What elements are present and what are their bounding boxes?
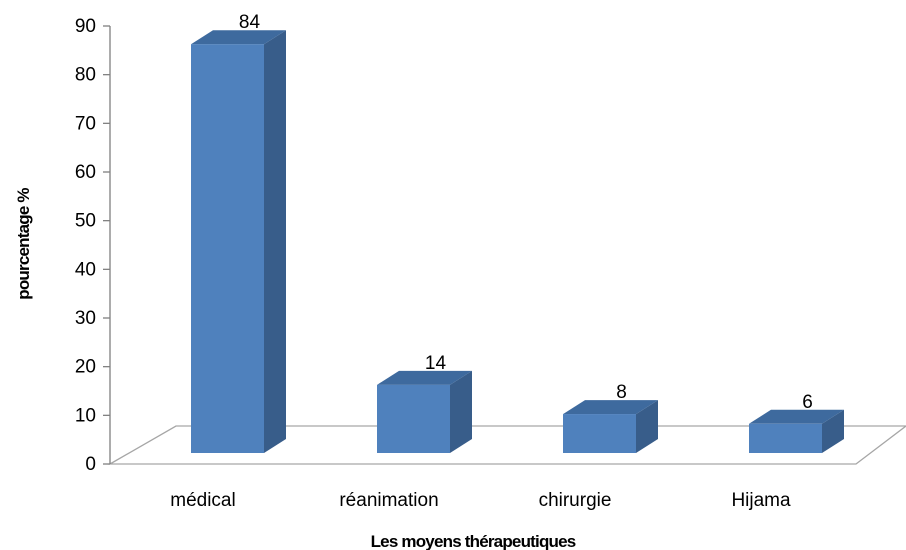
bar-data-label: 14 — [425, 353, 447, 374]
x-category-label: réanimation — [339, 490, 438, 511]
bars — [191, 30, 844, 453]
bar-top — [377, 370, 472, 385]
labels: 0 10 20 30 40 50 60 70 80 90 84 médical 14 réanimatio… — [75, 12, 813, 511]
x-category-label: chirurgie — [539, 490, 612, 511]
bar-data-label: 8 — [616, 382, 627, 403]
bar-side — [822, 409, 844, 453]
bar-front — [749, 423, 822, 453]
bar-top — [563, 400, 658, 415]
x-axis-title: Les moyens thérapeutiques — [371, 532, 576, 550]
y-tick-label: 80 — [75, 65, 96, 86]
bar-front — [377, 384, 450, 453]
y-tick-label: 10 — [75, 405, 96, 426]
bar-front — [191, 44, 264, 453]
y-tick-label: 90 — [75, 16, 96, 37]
bar-top — [191, 30, 286, 45]
y-tick-label: 0 — [85, 454, 96, 475]
bar — [749, 409, 844, 453]
bar-side — [450, 370, 472, 453]
y-tick-label: 60 — [75, 162, 96, 183]
bar-side — [264, 30, 286, 453]
bar-data-label: 84 — [239, 12, 261, 33]
bar — [377, 370, 472, 453]
bar-front — [563, 414, 636, 453]
y-tick-label: 50 — [75, 211, 96, 232]
x-category-label: médical — [170, 490, 235, 511]
y-axis — [103, 25, 111, 465]
bar-side — [636, 400, 658, 453]
y-tick-label: 30 — [75, 308, 96, 329]
y-tick-label: 40 — [75, 259, 96, 280]
y-axis-title: pourcentage % — [14, 188, 33, 300]
y-tick-label: 20 — [75, 357, 96, 378]
chart-floor — [107, 425, 906, 465]
floor-plane — [107, 425, 906, 465]
bar — [563, 400, 658, 453]
x-category-label: Hijama — [731, 490, 791, 511]
bar-data-label: 6 — [802, 392, 813, 413]
y-tick-label: 70 — [75, 113, 96, 134]
bar — [191, 30, 286, 453]
bar-top — [749, 409, 844, 424]
